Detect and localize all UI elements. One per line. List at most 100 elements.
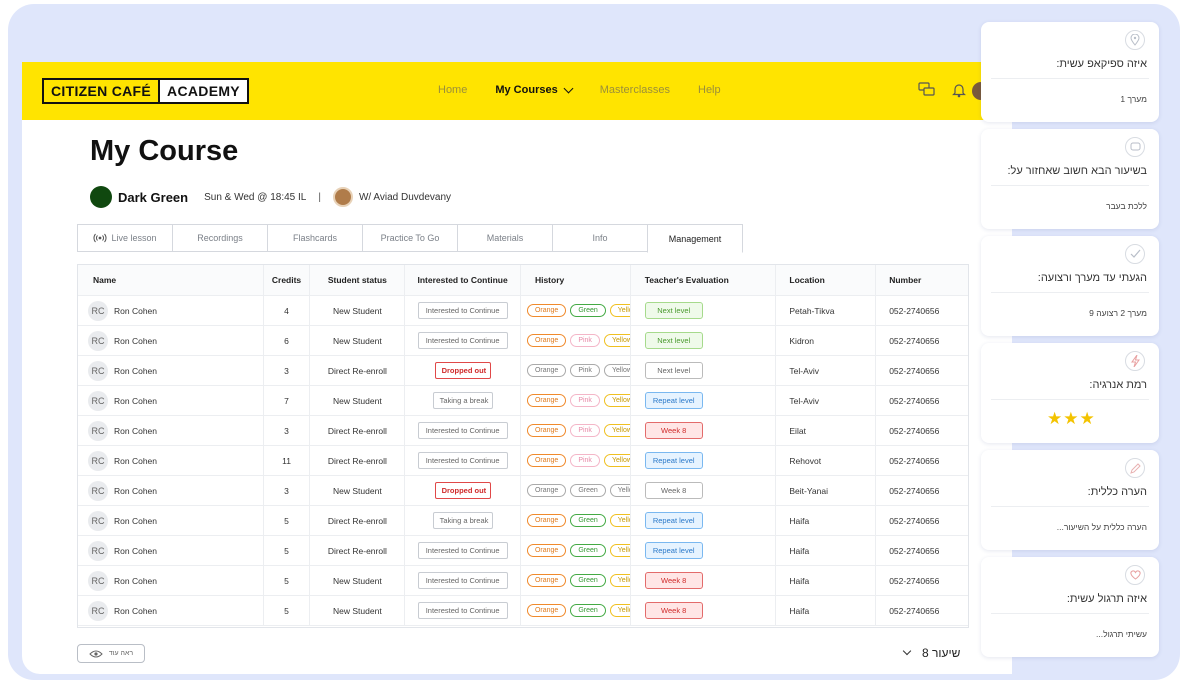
feedback-answer[interactable]: מערך 1 (1120, 94, 1147, 104)
nav-home[interactable]: Home (438, 84, 468, 96)
feedback-card[interactable]: הערה כללית: הערה כללית על השיעור... (981, 450, 1159, 550)
history-pill[interactable]: Yellow (603, 334, 630, 347)
history-pill[interactable]: Green (570, 304, 606, 317)
tab-materials[interactable]: Materials (457, 224, 553, 252)
evaluation-badge[interactable]: Repeat level (644, 392, 703, 409)
table-row[interactable]: RC Ron Cohen 5 Direct Re-enroll Taking a bre… (78, 506, 968, 536)
evaluation-badge[interactable]: Week 8 (644, 572, 703, 589)
history-pill[interactable]: Orange (526, 544, 567, 557)
tab-flashcards[interactable]: Flashcards (267, 224, 363, 252)
table-row[interactable]: RC Ron Cohen 7 New Student Taking a break Ora… (78, 386, 968, 416)
header-name[interactable]: Name (78, 265, 264, 295)
student-name[interactable]: Ron Cohen (114, 545, 158, 556)
energy-stars[interactable]: ★★★ (1047, 409, 1096, 428)
interest-select[interactable]: Dropped out (434, 482, 491, 499)
student-name[interactable]: Ron Cohen (114, 515, 158, 526)
table-row[interactable]: RC Ron Cohen 3 New Student Dropped out Orange… (78, 476, 968, 506)
evaluation-badge[interactable]: Week 8 (644, 422, 703, 439)
evaluation-badge[interactable]: Repeat level (644, 512, 703, 529)
student-name[interactable]: Ron Cohen (114, 365, 158, 376)
logo[interactable]: CITIZEN CAFÉ ACADEMY (42, 78, 249, 104)
header-location[interactable]: Location (776, 265, 877, 295)
evaluation-badge[interactable]: Next level (644, 302, 703, 319)
tab-info[interactable]: Info (552, 224, 648, 252)
student-name[interactable]: Ron Cohen (114, 605, 158, 616)
chat-bubbles-icon[interactable] (918, 82, 936, 98)
feedback-answer[interactable]: מערך 2 רצועה 9 (1089, 308, 1147, 318)
feedback-answer[interactable]: ללכת בעבר (1106, 201, 1147, 211)
lesson-select[interactable]: שיעור 8 (902, 646, 960, 660)
tab-management[interactable]: Management (647, 224, 743, 253)
history-pill[interactable]: Orange (526, 424, 567, 437)
table-row[interactable]: RC Ron Cohen 4 New Student Interested to Con… (78, 296, 968, 326)
table-row[interactable]: RC Ron Cohen 11 Direct Re-enroll Interested … (78, 446, 968, 476)
header-interest[interactable]: Interested to Continue (405, 265, 521, 295)
table-row[interactable]: RC Ron Cohen 3 Direct Re-enroll Interested t… (78, 416, 968, 446)
history-pill[interactable]: Pink (570, 394, 600, 407)
evaluation-badge[interactable]: Week 8 (644, 602, 703, 619)
history-pill[interactable]: Green (570, 604, 606, 617)
history-pill[interactable]: Orange (526, 604, 567, 617)
interest-select[interactable]: Interested to Continue (417, 572, 508, 589)
history-pill[interactable]: Yellow (609, 544, 630, 557)
history-pill[interactable]: Pink (570, 424, 600, 437)
history-pill[interactable]: Pink (570, 364, 600, 377)
history-pill[interactable]: Yellow (609, 304, 630, 317)
evaluation-badge[interactable]: Repeat level (644, 452, 703, 469)
interest-select[interactable]: Interested to Continue (417, 332, 508, 349)
feedback-card[interactable]: איזה תרגול עשית: עשיתי תרגול... (981, 557, 1159, 657)
history-pill[interactable]: Yellow (603, 454, 630, 467)
interest-select[interactable]: Dropped out (434, 362, 491, 379)
see-more-button[interactable]: ראה עוד (77, 644, 145, 663)
student-name[interactable]: Ron Cohen (114, 305, 158, 316)
feedback-answer[interactable]: הערה כללית על השיעור... (1056, 522, 1147, 532)
nav-my-courses[interactable]: My Courses (495, 83, 574, 96)
nav-help[interactable]: Help (698, 84, 721, 96)
history-pill[interactable]: Pink (570, 454, 600, 467)
header-number[interactable]: Number (889, 275, 922, 285)
header-status[interactable]: Student status (310, 265, 406, 295)
student-name[interactable]: Ron Cohen (114, 425, 158, 436)
history-pill[interactable]: Green (570, 544, 606, 557)
student-name[interactable]: Ron Cohen (114, 575, 158, 586)
interest-select[interactable]: Interested to Continue (417, 452, 508, 469)
evaluation-badge[interactable]: Next level (644, 332, 703, 349)
evaluation-badge[interactable]: Repeat level (644, 542, 703, 559)
table-row[interactable]: RC Ron Cohen 5 New Student Interested to Con… (78, 596, 968, 626)
history-pill[interactable]: Yellow (603, 424, 630, 437)
feedback-card[interactable]: רמת אנרגיה: ★★★ (981, 343, 1159, 443)
table-row[interactable]: RC Ron Cohen 5 New Student Interested to Con… (78, 566, 968, 596)
bell-icon[interactable] (952, 82, 966, 98)
student-name[interactable]: Ron Cohen (114, 335, 158, 346)
history-pill[interactable]: Green (570, 574, 606, 587)
history-pill[interactable]: Orange (526, 454, 567, 467)
tab-practice-to-go[interactable]: Practice To Go (362, 224, 458, 252)
tab-live-lesson[interactable]: Live lesson (77, 224, 173, 252)
history-pill[interactable]: Pink (570, 334, 600, 347)
student-name[interactable]: Ron Cohen (114, 485, 158, 496)
history-pill[interactable]: Yellow (609, 574, 630, 587)
interest-select[interactable]: Interested to Continue (417, 422, 508, 439)
header-history[interactable]: History (521, 265, 631, 295)
history-pill[interactable]: Yellow (603, 364, 630, 377)
history-pill[interactable]: Yellow (603, 394, 630, 407)
interest-select[interactable]: Taking a break (432, 512, 493, 529)
history-pill[interactable]: Yellow (609, 514, 630, 527)
interest-select[interactable]: Interested to Continue (417, 302, 508, 319)
student-name[interactable]: Ron Cohen (114, 455, 158, 466)
feedback-card[interactable]: הגעתי עד מערך ורצועה: מערך 2 רצועה 9 (981, 236, 1159, 336)
history-pill[interactable]: Green (570, 484, 606, 497)
history-pill[interactable]: Orange (526, 484, 567, 497)
interest-select[interactable]: Taking a break (432, 392, 493, 409)
interest-select[interactable]: Interested to Continue (417, 542, 508, 559)
feedback-card[interactable]: בשיעור הבא חשוב שאחזור על: ללכת בעבר (981, 129, 1159, 229)
history-pill[interactable]: Orange (526, 304, 567, 317)
nav-masterclasses[interactable]: Masterclasses (599, 84, 670, 96)
table-row[interactable]: RC Ron Cohen 6 New Student Interested to Con… (78, 326, 968, 356)
student-name[interactable]: Ron Cohen (114, 395, 158, 406)
evaluation-badge[interactable]: Week 8 (644, 482, 703, 499)
history-pill[interactable]: Orange (526, 574, 567, 587)
history-pill[interactable]: Yellow (609, 484, 630, 497)
history-pill[interactable]: Yellow (609, 604, 630, 617)
header-evaluation[interactable]: Teacher's Evaluation (631, 265, 777, 295)
